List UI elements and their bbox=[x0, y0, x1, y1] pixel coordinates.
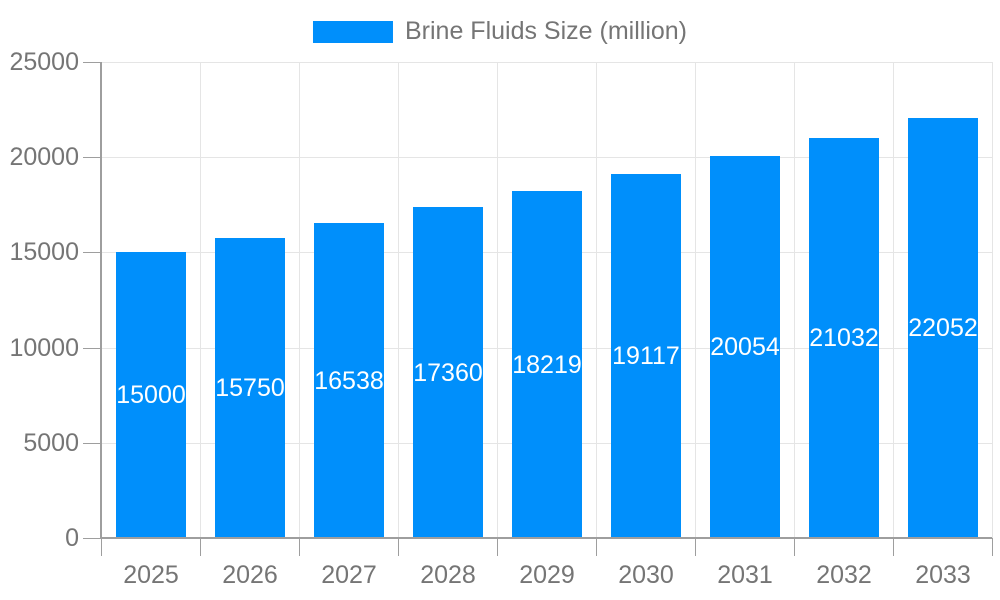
x-axis-tick bbox=[200, 538, 201, 556]
y-axis-label: 0 bbox=[65, 524, 79, 552]
legend-label: Brine Fluids Size (million) bbox=[404, 17, 688, 45]
bar-2025[interactable] bbox=[116, 252, 186, 538]
x-axis-label: 2025 bbox=[123, 561, 179, 589]
x-axis-label: 2032 bbox=[816, 561, 872, 589]
x-gridline bbox=[596, 62, 597, 538]
y-gridline bbox=[101, 157, 992, 158]
y-gridline bbox=[101, 62, 992, 63]
x-axis-tick bbox=[794, 538, 795, 556]
x-axis-label: 2031 bbox=[717, 561, 773, 589]
x-gridline bbox=[794, 62, 795, 538]
x-axis-tick bbox=[398, 538, 399, 556]
y-axis-tick bbox=[83, 443, 101, 444]
x-axis-label: 2026 bbox=[222, 561, 278, 589]
bar-2027[interactable] bbox=[314, 223, 384, 538]
x-axis-tick bbox=[497, 538, 498, 556]
x-axis-tick bbox=[299, 538, 300, 556]
x-gridline bbox=[695, 62, 696, 538]
x-axis-label: 2030 bbox=[618, 561, 674, 589]
y-axis-tick bbox=[83, 348, 101, 349]
y-axis-line bbox=[100, 62, 102, 538]
x-axis-tick bbox=[695, 538, 696, 556]
bar-2028[interactable] bbox=[413, 207, 483, 538]
x-axis-label: 2029 bbox=[519, 561, 575, 589]
y-axis-label: 25000 bbox=[9, 48, 79, 76]
bar-2031[interactable] bbox=[710, 156, 780, 538]
y-axis-tick bbox=[83, 62, 101, 63]
legend-swatch-icon bbox=[312, 20, 393, 43]
x-gridline bbox=[992, 62, 993, 538]
y-axis-tick bbox=[83, 157, 101, 158]
x-gridline bbox=[200, 62, 201, 538]
legend[interactable]: Brine Fluids Size (million) bbox=[312, 17, 688, 46]
x-axis-tick bbox=[992, 538, 993, 556]
bar-2030[interactable] bbox=[611, 174, 681, 538]
x-axis-tick bbox=[596, 538, 597, 556]
bar-2032[interactable] bbox=[809, 138, 879, 538]
x-axis-tick bbox=[101, 538, 102, 556]
x-gridline bbox=[398, 62, 399, 538]
x-axis-tick bbox=[893, 538, 894, 556]
x-gridline bbox=[299, 62, 300, 538]
x-axis-label: 2027 bbox=[321, 561, 377, 589]
x-axis-line bbox=[101, 537, 992, 539]
x-gridline bbox=[497, 62, 498, 538]
y-axis-tick bbox=[83, 538, 101, 539]
x-gridline bbox=[893, 62, 894, 538]
bar-2033[interactable] bbox=[908, 118, 978, 538]
x-axis-label: 2033 bbox=[915, 561, 971, 589]
bar-2026[interactable] bbox=[215, 238, 285, 538]
bar-2029[interactable] bbox=[512, 191, 582, 538]
y-axis-label: 20000 bbox=[9, 143, 79, 171]
y-axis-tick bbox=[83, 252, 101, 253]
y-axis-label: 15000 bbox=[9, 238, 79, 266]
x-axis-label: 2028 bbox=[420, 561, 476, 589]
y-axis-label: 10000 bbox=[9, 334, 79, 362]
y-axis-label: 5000 bbox=[23, 429, 79, 457]
